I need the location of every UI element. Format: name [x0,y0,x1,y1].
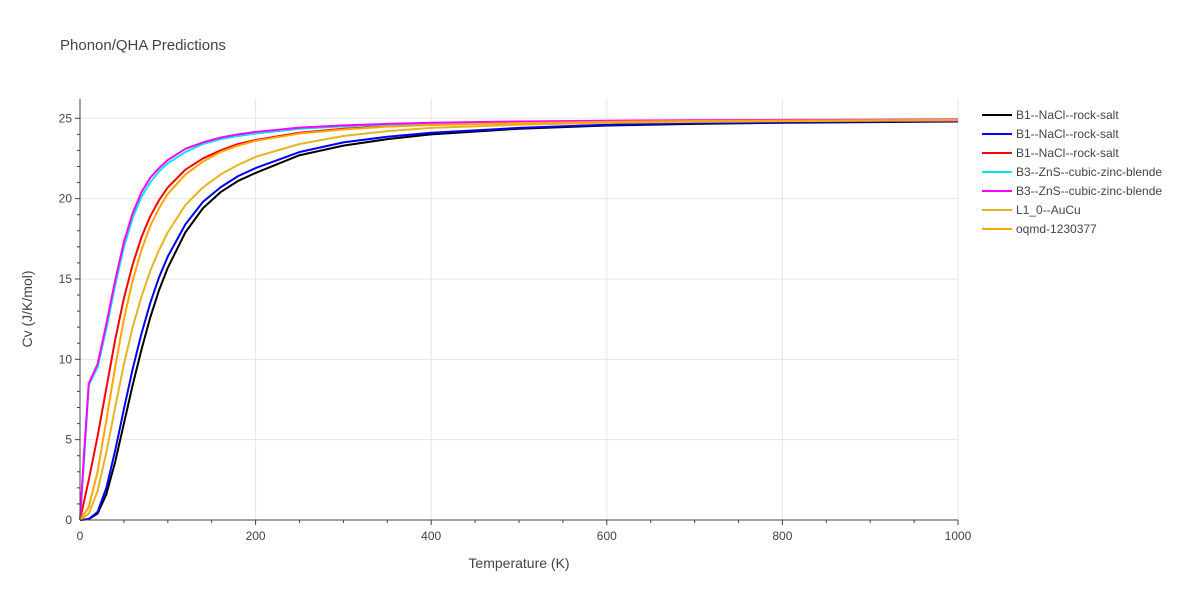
axes [75,99,959,525]
legend-item[interactable]: B1--NaCl--rock-salt [982,127,1119,141]
legend-item[interactable]: B3--ZnS--cubic-zinc-blende [982,184,1162,198]
legend-label: B3--ZnS--cubic-zinc-blende [1016,165,1162,179]
legend-item[interactable]: oqmd-1230377 [982,222,1097,236]
x-tick-label: 600 [597,529,617,543]
series-line-2 [79,120,959,521]
series-line-4 [79,118,959,521]
legend-label: L1_0--AuCu [1016,203,1081,217]
x-tick-label: 400 [421,529,441,543]
legend-item[interactable]: B3--ZnS--cubic-zinc-blende [982,165,1162,179]
y-tick-label: 15 [59,272,73,286]
x-axis-label: Temperature (K) [468,555,569,571]
series-line-5 [79,118,959,521]
series-layer [79,118,959,521]
chart-title: Phonon/QHA Predictions [60,37,226,54]
x-tick-label: 1000 [945,529,972,543]
series-line-7 [79,118,959,521]
legend-label: B1--NaCl--rock-salt [1016,108,1119,122]
legend-item[interactable]: L1_0--AuCu [982,203,1081,217]
x-tick-label: 800 [772,529,792,543]
y-tick-label: 20 [59,192,73,206]
x-tick-label: 0 [77,529,84,543]
y-tick-label: 25 [59,111,73,125]
x-tick-label: 200 [246,529,266,543]
legend: B1--NaCl--rock-salt B1--NaCl--rock-salt B1… [982,108,1162,236]
y-tick-label: 0 [65,513,72,527]
legend-item[interactable]: B1--NaCl--rock-salt [982,108,1119,122]
legend-label: B1--NaCl--rock-salt [1016,127,1119,141]
tick-labels: 0 200 400 600 800 1000 0 5 10 15 20 25 [59,111,972,543]
y-axis-label: Cv (J/K/mol) [19,271,35,348]
y-tick-label: 5 [65,433,72,447]
legend-label: B1--NaCl--rock-salt [1016,146,1119,160]
series-line-6 [79,119,959,521]
y-tick-label: 10 [59,352,73,366]
legend-label: B3--ZnS--cubic-zinc-blende [1016,184,1162,198]
grid [80,99,959,520]
legend-label: oqmd-1230377 [1016,222,1097,236]
legend-item[interactable]: B1--NaCl--rock-salt [982,146,1119,160]
